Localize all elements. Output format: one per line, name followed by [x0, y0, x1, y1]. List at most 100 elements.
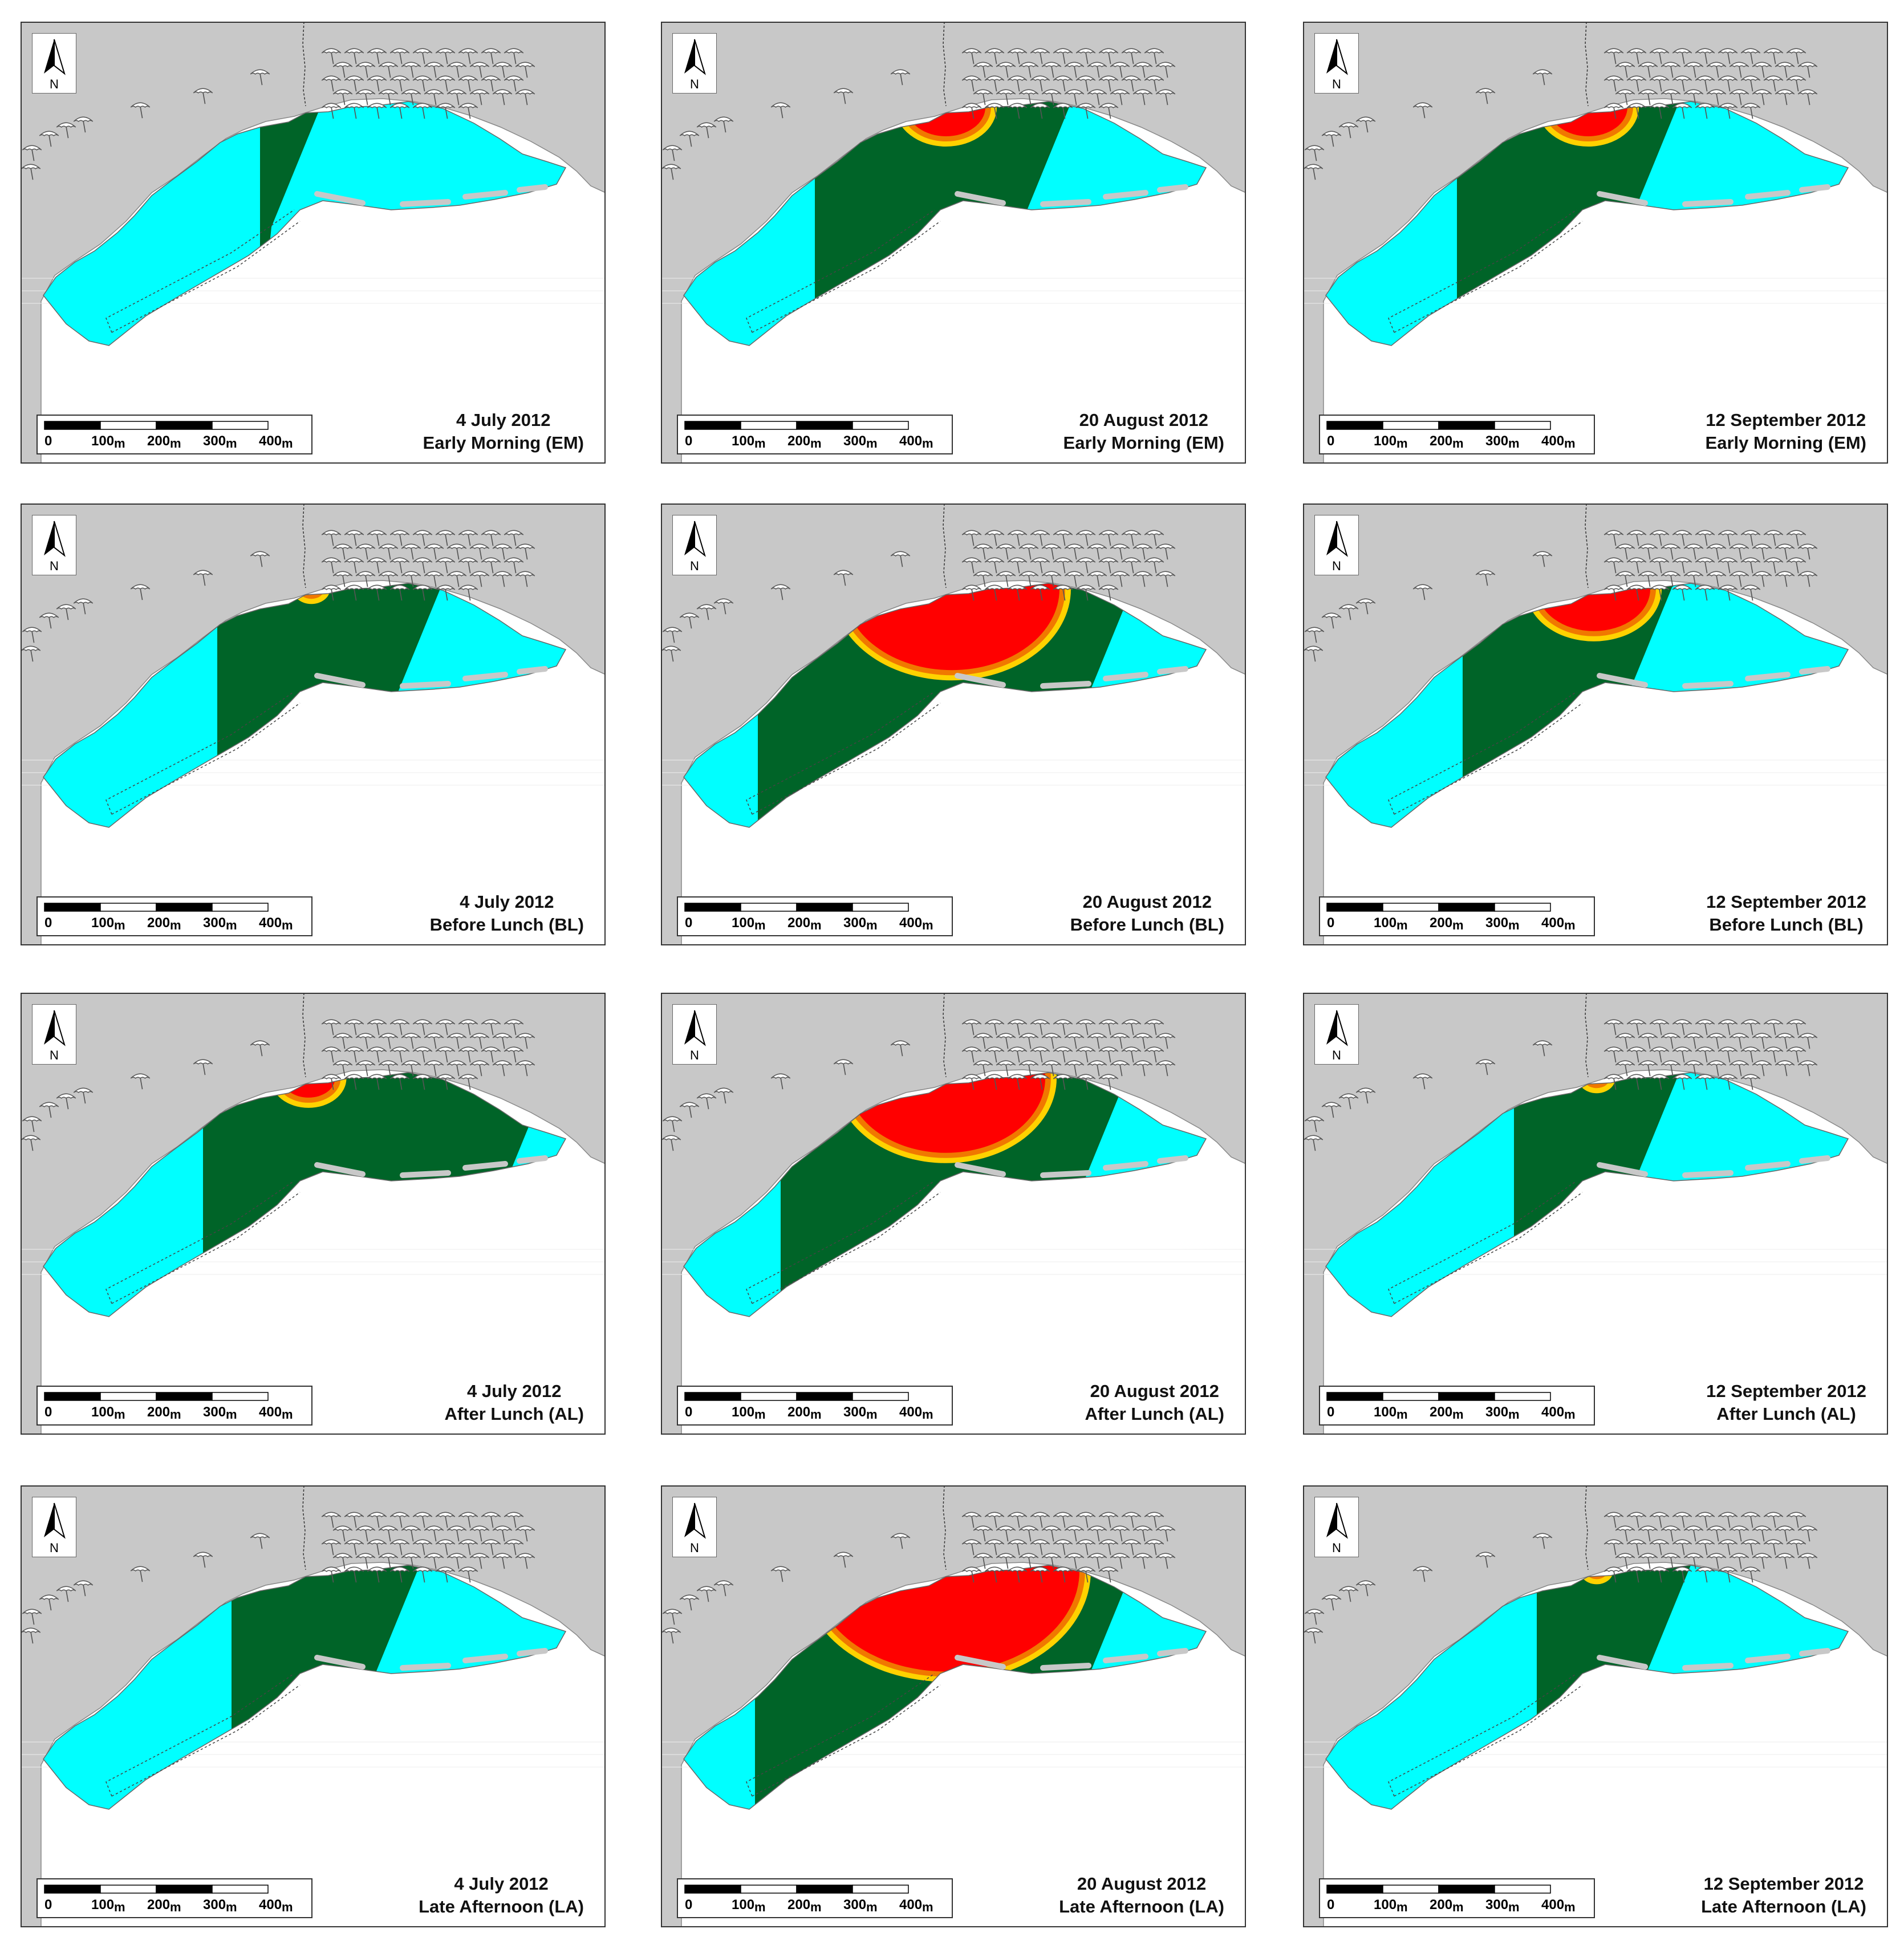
umbrella-icon — [1638, 543, 1658, 560]
umbrella-icon — [1110, 89, 1130, 105]
umbrella-icon — [21, 645, 41, 662]
umbrella-icon — [1775, 89, 1795, 105]
caption-date: 4 July 2012 — [460, 892, 554, 912]
scale-unit: m — [922, 436, 933, 450]
umbrella-icon — [1338, 1586, 1359, 1602]
beach-map — [1303, 1485, 1888, 1927]
umbrella-icon — [424, 1553, 444, 1569]
umbrella-icon — [1649, 75, 1670, 92]
umbrella-icon — [1087, 1033, 1107, 1049]
scale-tick-label: 0 — [44, 1404, 52, 1420]
umbrella-icon — [1030, 1512, 1050, 1528]
umbrella-icon — [344, 1512, 364, 1528]
scale-tick-label: 400m — [899, 1897, 933, 1914]
breakwater — [1157, 184, 1188, 193]
umbrella-icon — [984, 75, 1005, 92]
umbrella-icon — [332, 1525, 353, 1542]
umbrella-icon — [1338, 122, 1359, 139]
umbrella-icon — [367, 1046, 387, 1063]
umbrella-icon — [1087, 1060, 1107, 1077]
scale-tick-label: 100m — [91, 915, 125, 932]
scale-tick-label: 200m — [787, 915, 822, 932]
umbrella-icon — [401, 89, 421, 105]
panel-caption: 20 August 2012 After Lunch (AL) — [1085, 1380, 1224, 1426]
umbrella-icon — [1303, 1627, 1324, 1644]
land — [661, 993, 1246, 1435]
umbrella-icon — [1649, 1019, 1670, 1036]
umbrella-icon — [770, 102, 791, 119]
umbrella-icon — [1603, 530, 1624, 546]
umbrella-icon — [1355, 1580, 1376, 1597]
umbrella-icon — [435, 1539, 456, 1556]
umbrella-icon — [1603, 1019, 1624, 1036]
umbrella-icon — [389, 1019, 410, 1036]
low-zone — [1326, 1565, 1848, 1809]
scale-unit: m — [1564, 918, 1576, 932]
outfall-line — [1585, 1485, 1589, 1570]
umbrella-icon — [1672, 1539, 1692, 1556]
umbrella-icon — [332, 543, 353, 560]
umbrella-icon — [344, 48, 364, 64]
umbrella-icon — [1155, 1525, 1176, 1542]
umbrella-icon — [1672, 1019, 1692, 1036]
umbrella-icon — [1626, 1566, 1647, 1583]
scale-unit: m — [1396, 1900, 1408, 1914]
scale-unit: m — [1396, 918, 1408, 932]
umbrella-icon — [1475, 570, 1496, 586]
umbrella-icon — [890, 1533, 911, 1549]
umbrella-icon — [1030, 557, 1050, 574]
breakwater — [1040, 199, 1091, 207]
map-panel: N 0 100m 200m 300m 400m 4 July 2012 Before Lunc… — [21, 503, 606, 945]
scale-unit: m — [114, 1407, 125, 1422]
breakwater — [400, 1663, 451, 1671]
map-panel: N 0 100m 200m 300m 400m 20 August 2012 Before L… — [661, 503, 1246, 945]
umbrella-icon — [1626, 584, 1647, 601]
panel-caption: 4 July 2012 Before Lunch (BL) — [430, 891, 584, 936]
breakwater — [314, 1655, 366, 1670]
umbrellas — [1303, 48, 1818, 180]
breakwater — [314, 673, 366, 688]
land — [1303, 22, 1888, 464]
umbrella-icon — [1718, 557, 1738, 574]
umbrella-icon — [1121, 48, 1142, 64]
breakwater — [1157, 1648, 1188, 1656]
north-label: N — [50, 1048, 59, 1062]
umbrella-icon — [1075, 557, 1096, 574]
umbrella-icon — [446, 1553, 467, 1569]
umbrella-icon — [469, 1553, 490, 1569]
map-panel: N 0 100m 200m 300m 400m 20 August 2012 Late Aft… — [661, 1485, 1246, 1927]
umbrella-icon — [1603, 584, 1624, 601]
umbrella-icon — [435, 530, 456, 546]
umbrellas — [661, 1019, 1176, 1151]
umbrella-icon — [21, 164, 41, 180]
umbrella-icon — [1144, 1019, 1164, 1036]
scale-tick-label: 300m — [203, 1404, 237, 1422]
umbrella-icon — [1007, 103, 1028, 119]
umbrella-icon — [1661, 571, 1681, 587]
dotted-boundary — [105, 1673, 301, 1797]
umbrella-icon — [73, 598, 94, 615]
umbrella-icon — [367, 1019, 387, 1036]
breakwater — [955, 191, 1006, 206]
breakwater — [1040, 1170, 1091, 1178]
map-panel: N 0 100m 200m 300m 400m 4 July 2012 Late Aftern… — [21, 1485, 606, 1927]
umbrella-icon — [389, 530, 410, 546]
umbrella-icon — [1098, 584, 1119, 601]
umbrella-icon — [1412, 102, 1433, 119]
north-label: N — [1332, 1048, 1341, 1062]
umbrella-icon — [973, 1553, 993, 1569]
umbrella-icon — [56, 122, 76, 139]
low-zone — [43, 1565, 566, 1809]
scale-unit: m — [922, 918, 933, 932]
dotted-boundary — [105, 691, 301, 815]
umbrella-icon — [1638, 62, 1658, 78]
breakwater — [400, 199, 451, 207]
umbrella-icon — [1752, 1060, 1772, 1077]
umbrella-icon — [56, 1586, 76, 1602]
umbrella-icon — [973, 1525, 993, 1542]
umbrella-icon — [1615, 571, 1635, 587]
umbrella-icon — [1775, 1033, 1795, 1049]
umbrella-icon — [481, 1539, 501, 1556]
umbrella-icon — [1729, 571, 1749, 587]
outfall-line — [302, 1485, 306, 1570]
